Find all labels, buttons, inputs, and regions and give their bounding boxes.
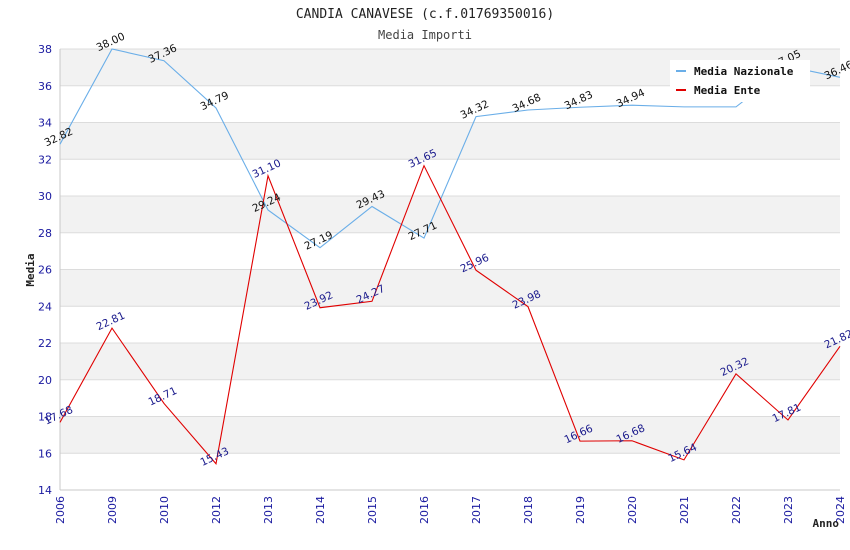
legend-label-nazionale: Media Nazionale — [694, 65, 794, 78]
y-tick-label: 36 — [38, 80, 52, 93]
y-tick-label: 22 — [38, 337, 52, 350]
y-tick-label: 26 — [38, 264, 52, 277]
legend-box — [670, 60, 810, 102]
x-tick-label: 2021 — [678, 496, 691, 524]
x-tick-label: 2006 — [54, 496, 67, 524]
y-tick-label: 34 — [38, 117, 52, 130]
x-tick-label: 2012 — [210, 496, 223, 524]
grid-band — [60, 122, 840, 160]
grid-band — [60, 416, 840, 454]
y-axis-title: Media — [24, 253, 37, 286]
grid-band — [60, 306, 840, 343]
y-tick-label: 24 — [38, 300, 52, 313]
series-line-media-ente — [59, 164, 841, 465]
grid-band — [60, 343, 840, 380]
x-tick-labels: 2006 2009 2010 2012 2013 2014 2015 2016 2017 2018… — [54, 496, 847, 524]
x-tick-label: 2016 — [418, 496, 431, 524]
x-tick-label: 2014 — [314, 496, 327, 524]
series-line-media-nazionale — [59, 48, 841, 249]
grid-band — [60, 269, 840, 307]
y-tick-label: 28 — [38, 227, 52, 240]
grid-band — [60, 379, 840, 417]
chart-title: CANDIA CANAVESE (c.f.01769350016) — [296, 7, 554, 22]
x-tick-label: 2010 — [158, 496, 171, 524]
x-tick-label: 2017 — [470, 496, 483, 524]
y-tick-label: 30 — [38, 190, 52, 203]
x-tick-label: 2009 — [106, 496, 119, 524]
x-tick-label: 2018 — [522, 496, 535, 524]
y-tick-label: 16 — [38, 447, 52, 460]
y-tick-labels: 14 16 18 20 22 24 26 28 30 32 34 36 38 — [38, 43, 52, 497]
grid-band — [60, 232, 840, 270]
series-lines — [59, 48, 841, 465]
x-tick-label: 2015 — [366, 496, 379, 524]
chart-subtitle: Media Importi — [378, 28, 472, 42]
x-axis-title: Anno — [813, 517, 840, 530]
y-tick-label: 18 — [38, 411, 52, 424]
y-tick-label: 32 — [38, 153, 52, 166]
y-tick-label: 38 — [38, 43, 52, 56]
x-tick-label: 2013 — [262, 496, 275, 524]
grid-bands — [60, 49, 840, 490]
y-tick-label: 14 — [38, 484, 52, 497]
x-tick-label: 2022 — [730, 496, 743, 524]
x-tick-label: 2024 — [834, 496, 847, 524]
grid-band — [60, 453, 840, 490]
x-tick-label: 2023 — [782, 496, 795, 524]
legend: Media Nazionale Media Ente — [670, 60, 810, 102]
x-tick-label: 2019 — [574, 496, 587, 524]
axes — [59, 49, 840, 491]
grid-band — [60, 196, 840, 233]
y-tick-label: 20 — [38, 374, 52, 387]
x-tick-label: 2020 — [626, 496, 639, 524]
legend-label-ente: Media Ente — [694, 84, 761, 97]
